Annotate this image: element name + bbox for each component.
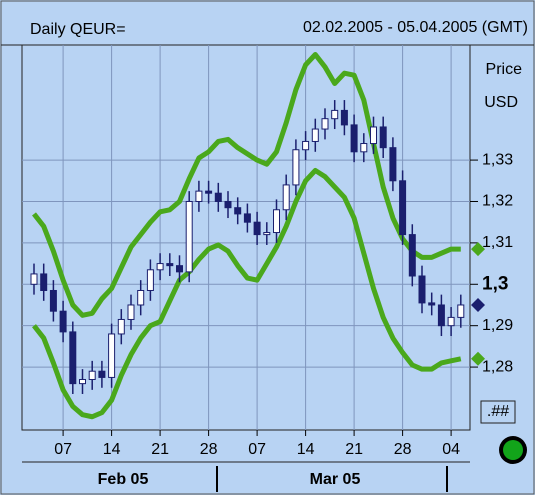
candle-body xyxy=(292,149,300,186)
candle-body xyxy=(408,234,416,277)
candle-body xyxy=(127,304,135,320)
candle-body xyxy=(49,289,57,312)
y-tick-label: 1,31 xyxy=(482,234,513,251)
x-tick-label: 07 xyxy=(54,441,72,458)
month-label: Feb 05 xyxy=(98,471,149,488)
candle-body xyxy=(79,378,86,385)
candle-body xyxy=(243,213,251,223)
candle-body xyxy=(214,192,222,202)
x-tick-label: 28 xyxy=(200,441,218,458)
candle-body xyxy=(137,289,145,306)
y-tick-label: 1,32 xyxy=(482,193,513,210)
candle-body xyxy=(69,331,77,385)
button-label[interactable]: .## xyxy=(487,403,509,420)
candle-body xyxy=(224,200,232,209)
button-frame[interactable] xyxy=(480,400,516,424)
chart-subtitle: 02.02.2005 - 05.04.2005 (GMT) xyxy=(303,19,528,36)
candle-body xyxy=(389,147,397,182)
band-lower xyxy=(32,167,462,420)
chart-title: Daily QEUR= xyxy=(30,21,126,38)
candle-body xyxy=(340,109,348,126)
last-value-marker xyxy=(471,242,485,257)
candle-body xyxy=(282,184,290,211)
candle-body xyxy=(40,273,48,291)
candle-body xyxy=(302,140,310,151)
x-tick-label: 21 xyxy=(151,441,169,458)
x-tick-label: 28 xyxy=(394,441,412,458)
candle-body xyxy=(331,109,339,120)
candle-body xyxy=(205,190,213,194)
candle-body xyxy=(59,310,67,333)
candle-body xyxy=(399,180,407,236)
candle-body xyxy=(447,316,455,327)
candle-body xyxy=(418,275,426,304)
last-value-marker xyxy=(471,297,485,312)
candle-body xyxy=(370,126,377,145)
y-tick-label: 1,28 xyxy=(482,358,513,375)
month-label: Mar 05 xyxy=(310,471,361,488)
precision-button[interactable]: .## xyxy=(480,400,516,424)
x-tick-label: 14 xyxy=(297,441,315,458)
candle-body xyxy=(195,190,203,202)
candle-body xyxy=(311,128,319,142)
candle-body xyxy=(263,232,271,236)
candle-body xyxy=(437,304,445,327)
band-upper xyxy=(32,52,461,318)
y-axis-unit: USD xyxy=(484,94,518,111)
y-tick-label: 1,33 xyxy=(482,151,513,168)
x-tick-label: 14 xyxy=(103,441,121,458)
status-light[interactable] xyxy=(503,440,523,460)
candle-body xyxy=(457,304,465,318)
candle-body xyxy=(428,302,436,306)
y-tick-label: 1,3 xyxy=(482,273,508,294)
candle-body xyxy=(146,269,154,291)
x-tick-label: 07 xyxy=(248,441,266,458)
candle-body xyxy=(166,263,174,267)
candle-body xyxy=(176,265,183,273)
x-tick-label: 21 xyxy=(345,441,363,458)
candle-body xyxy=(350,124,358,153)
candle-body xyxy=(360,143,368,153)
candle-body xyxy=(117,318,125,335)
candle-body xyxy=(379,126,387,149)
candle-body xyxy=(88,370,96,380)
candle-body xyxy=(185,200,193,273)
candle-body xyxy=(253,221,261,236)
candle-body xyxy=(98,370,106,378)
candle-body xyxy=(273,209,280,234)
candle-body xyxy=(321,118,329,130)
candle-body xyxy=(156,263,164,271)
candle-body xyxy=(108,333,116,378)
x-tick-label: 04 xyxy=(442,441,460,458)
y-axis-label: Price xyxy=(486,61,523,78)
candle-body xyxy=(234,207,242,215)
y-tick-label: 1,29 xyxy=(482,317,513,334)
candle-body xyxy=(30,273,38,285)
last-value-marker xyxy=(471,351,485,366)
plot-area xyxy=(21,44,471,431)
